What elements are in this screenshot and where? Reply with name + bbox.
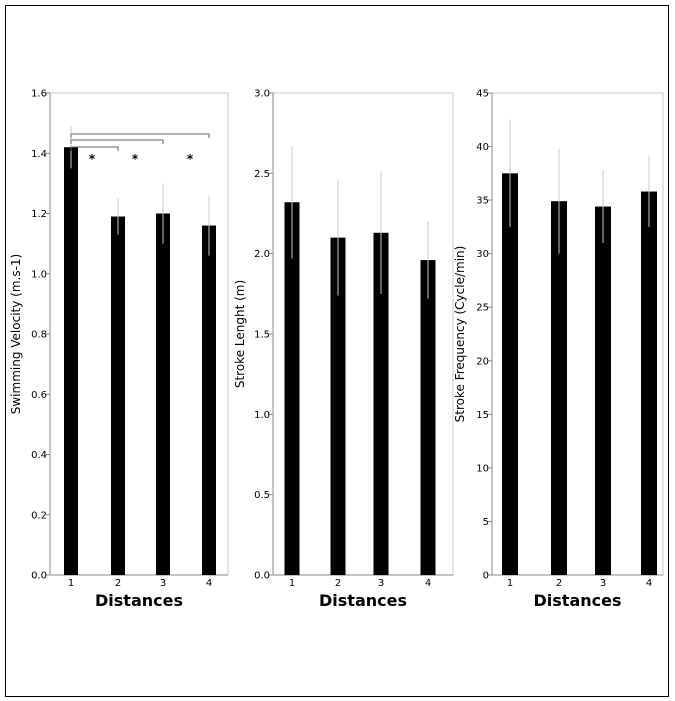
bar bbox=[641, 191, 657, 575]
y-tick-label: 5 bbox=[483, 517, 489, 528]
bar bbox=[111, 216, 125, 575]
bar bbox=[420, 260, 436, 575]
y-tick-label: 0.5 bbox=[254, 490, 270, 501]
significance-star: * bbox=[132, 152, 139, 166]
y-tick-label: 20 bbox=[476, 356, 489, 367]
x-tick-label: 4 bbox=[425, 578, 431, 589]
y-tick-label: 30 bbox=[476, 249, 489, 260]
significance-bracket bbox=[70, 133, 210, 138]
figure-frame bbox=[5, 5, 669, 697]
x-tick-label: 3 bbox=[600, 578, 606, 589]
x-tick-label: 1 bbox=[289, 578, 295, 589]
x-tick-label: 3 bbox=[378, 578, 384, 589]
y-axis-title: Stroke Lenght (m) bbox=[233, 280, 247, 388]
x-tick-label: 2 bbox=[115, 578, 121, 589]
y-tick-label: 0.0 bbox=[254, 571, 270, 582]
bar bbox=[595, 206, 611, 575]
y-tick-label: 1.6 bbox=[31, 89, 47, 100]
x-tick-label: 1 bbox=[507, 578, 513, 589]
significance-star: * bbox=[187, 152, 194, 166]
x-axis-title: Distances bbox=[319, 591, 407, 610]
x-tick-label: 4 bbox=[646, 578, 652, 589]
y-tick-label: 1.0 bbox=[254, 410, 270, 421]
y-tick-label: 3.0 bbox=[254, 89, 270, 100]
y-tick-label: 2.5 bbox=[254, 169, 270, 180]
y-tick-label: 15 bbox=[476, 410, 489, 421]
bar bbox=[502, 173, 518, 576]
bar bbox=[551, 201, 567, 575]
x-tick-label: 4 bbox=[206, 578, 212, 589]
y-tick-label: 25 bbox=[476, 303, 489, 314]
y-tick-label: 10 bbox=[476, 463, 489, 474]
y-tick-label: 1.4 bbox=[31, 149, 47, 160]
significance-bracket bbox=[70, 139, 164, 144]
y-tick-label: 0.6 bbox=[31, 390, 47, 401]
y-tick-label: 0.8 bbox=[31, 330, 47, 341]
y-tick-label: 0.2 bbox=[31, 510, 47, 521]
y-tick-label: 1.0 bbox=[31, 269, 47, 280]
x-axis-title: Distances bbox=[534, 591, 622, 610]
x-tick-label: 1 bbox=[68, 578, 74, 589]
x-tick-label: 2 bbox=[335, 578, 341, 589]
y-tick-label: 1.2 bbox=[31, 209, 47, 220]
bar bbox=[64, 147, 78, 575]
bar bbox=[330, 237, 346, 575]
y-tick-label: 2.0 bbox=[254, 249, 270, 260]
bar bbox=[373, 232, 389, 575]
y-tick-label: 0.0 bbox=[31, 571, 47, 582]
y-tick-label: 45 bbox=[476, 89, 489, 100]
y-tick-label: 40 bbox=[476, 142, 489, 153]
bar bbox=[156, 213, 170, 575]
x-tick-label: 3 bbox=[160, 578, 166, 589]
bar bbox=[284, 202, 300, 575]
y-tick-label: 0.4 bbox=[31, 450, 47, 461]
x-axis-title: Distances bbox=[95, 591, 183, 610]
x-tick-label: 2 bbox=[556, 578, 562, 589]
significance-bracket bbox=[70, 146, 119, 151]
bar bbox=[202, 225, 216, 576]
y-axis-title: Swimming Velocity (m.s-1) bbox=[9, 254, 23, 415]
y-tick-label: 35 bbox=[476, 196, 489, 207]
y-tick-label: 1.5 bbox=[254, 330, 270, 341]
y-axis-title: Stroke Frequency (Cycle/min) bbox=[453, 246, 467, 423]
significance-star: * bbox=[89, 152, 96, 166]
y-tick-label: 0 bbox=[483, 571, 489, 582]
